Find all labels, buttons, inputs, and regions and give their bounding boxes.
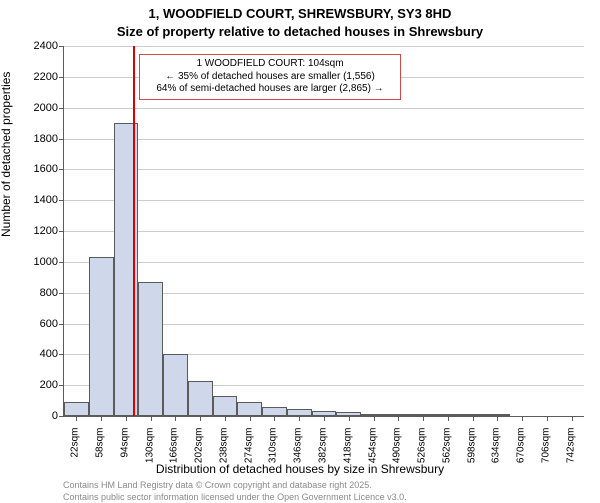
histogram-bar — [287, 409, 312, 416]
xtick-label: 526sqm — [417, 428, 428, 478]
xtick-mark — [126, 416, 127, 421]
ytick-mark — [59, 324, 64, 325]
xtick-label: 310sqm — [268, 428, 279, 478]
ytick-mark — [59, 108, 64, 109]
xtick-label: 454sqm — [367, 428, 378, 478]
gridline — [64, 139, 584, 140]
chart-container: 1, WOODFIELD COURT, SHREWSBURY, SY3 8HD … — [0, 0, 600, 500]
ytick-label: 1000 — [18, 256, 58, 268]
xtick-label: 238sqm — [218, 428, 229, 478]
xtick-mark — [473, 416, 474, 421]
xtick-mark — [299, 416, 300, 421]
xtick-label: 562sqm — [441, 428, 452, 478]
histogram-bar — [163, 354, 188, 416]
ytick-label: 2400 — [18, 40, 58, 52]
xtick-mark — [200, 416, 201, 421]
xtick-label: 22sqm — [70, 428, 81, 478]
xtick-mark — [374, 416, 375, 421]
histogram-bar — [213, 396, 238, 416]
ytick-label: 0 — [18, 410, 58, 422]
xtick-label: 706sqm — [540, 428, 551, 478]
histogram-bar — [262, 407, 287, 416]
xtick-label: 346sqm — [293, 428, 304, 478]
histogram-bar — [138, 282, 163, 416]
xtick-mark — [225, 416, 226, 421]
gridline — [64, 46, 584, 47]
xtick-label: 634sqm — [491, 428, 502, 478]
xtick-label: 382sqm — [318, 428, 329, 478]
histogram-bar — [89, 257, 114, 416]
ytick-label: 1800 — [18, 133, 58, 145]
gridline — [64, 169, 584, 170]
ytick-mark — [59, 169, 64, 170]
xtick-mark — [250, 416, 251, 421]
histogram-bar — [237, 402, 262, 416]
ytick-mark — [59, 293, 64, 294]
xtick-mark — [324, 416, 325, 421]
xtick-label: 202sqm — [194, 428, 205, 478]
xtick-mark — [497, 416, 498, 421]
gridline — [64, 200, 584, 201]
xtick-label: 490sqm — [392, 428, 403, 478]
plot-area: 1 WOODFIELD COURT: 104sqm ← 35% of detac… — [63, 46, 584, 417]
xtick-mark — [398, 416, 399, 421]
annotation-line1: 1 WOODFIELD COURT: 104sqm — [146, 58, 394, 71]
ytick-label: 600 — [18, 318, 58, 330]
annotation-box: 1 WOODFIELD COURT: 104sqm ← 35% of detac… — [139, 54, 401, 100]
histogram-bar — [188, 381, 213, 416]
xtick-mark — [349, 416, 350, 421]
xtick-mark — [423, 416, 424, 421]
xtick-label: 274sqm — [243, 428, 254, 478]
chart-title-main: 1, WOODFIELD COURT, SHREWSBURY, SY3 8HD — [0, 6, 600, 21]
xtick-label: 166sqm — [169, 428, 180, 478]
xtick-mark — [175, 416, 176, 421]
attribution-line1: Contains HM Land Registry data © Crown c… — [63, 480, 407, 492]
xtick-mark — [76, 416, 77, 421]
xtick-label: 670sqm — [516, 428, 527, 478]
ytick-mark — [59, 262, 64, 263]
ytick-mark — [59, 231, 64, 232]
ytick-label: 2000 — [18, 102, 58, 114]
ytick-label: 400 — [18, 348, 58, 360]
attribution-line2: Contains public sector information licen… — [63, 492, 407, 503]
ytick-mark — [59, 385, 64, 386]
ytick-mark — [59, 354, 64, 355]
xtick-mark — [101, 416, 102, 421]
gridline — [64, 262, 584, 263]
ytick-label: 800 — [18, 287, 58, 299]
ytick-label: 1200 — [18, 225, 58, 237]
ytick-label: 2200 — [18, 71, 58, 83]
xtick-label: 598sqm — [466, 428, 477, 478]
ytick-mark — [59, 77, 64, 78]
ytick-mark — [59, 200, 64, 201]
y-axis-label: Number of detached properties — [0, 72, 13, 237]
xtick-mark — [522, 416, 523, 421]
gridline — [64, 231, 584, 232]
ytick-label: 1600 — [18, 163, 58, 175]
xtick-mark — [448, 416, 449, 421]
xtick-label: 130sqm — [144, 428, 155, 478]
xtick-label: 94sqm — [119, 428, 130, 478]
xtick-label: 418sqm — [342, 428, 353, 478]
histogram-bar — [64, 402, 89, 416]
xtick-label: 58sqm — [95, 428, 106, 478]
ytick-mark — [59, 139, 64, 140]
xtick-mark — [547, 416, 548, 421]
annotation-line3: 64% of semi-detached houses are larger (… — [146, 83, 394, 96]
ytick-label: 200 — [18, 379, 58, 391]
annotation-line2: ← 35% of detached houses are smaller (1,… — [146, 71, 394, 84]
ytick-mark — [59, 416, 64, 417]
ytick-label: 1400 — [18, 194, 58, 206]
chart-title-sub: Size of property relative to detached ho… — [0, 24, 600, 39]
xtick-mark — [274, 416, 275, 421]
marker-line — [133, 46, 135, 416]
xtick-label: 742sqm — [565, 428, 576, 478]
xtick-mark — [572, 416, 573, 421]
xtick-mark — [151, 416, 152, 421]
gridline — [64, 108, 584, 109]
ytick-mark — [59, 46, 64, 47]
